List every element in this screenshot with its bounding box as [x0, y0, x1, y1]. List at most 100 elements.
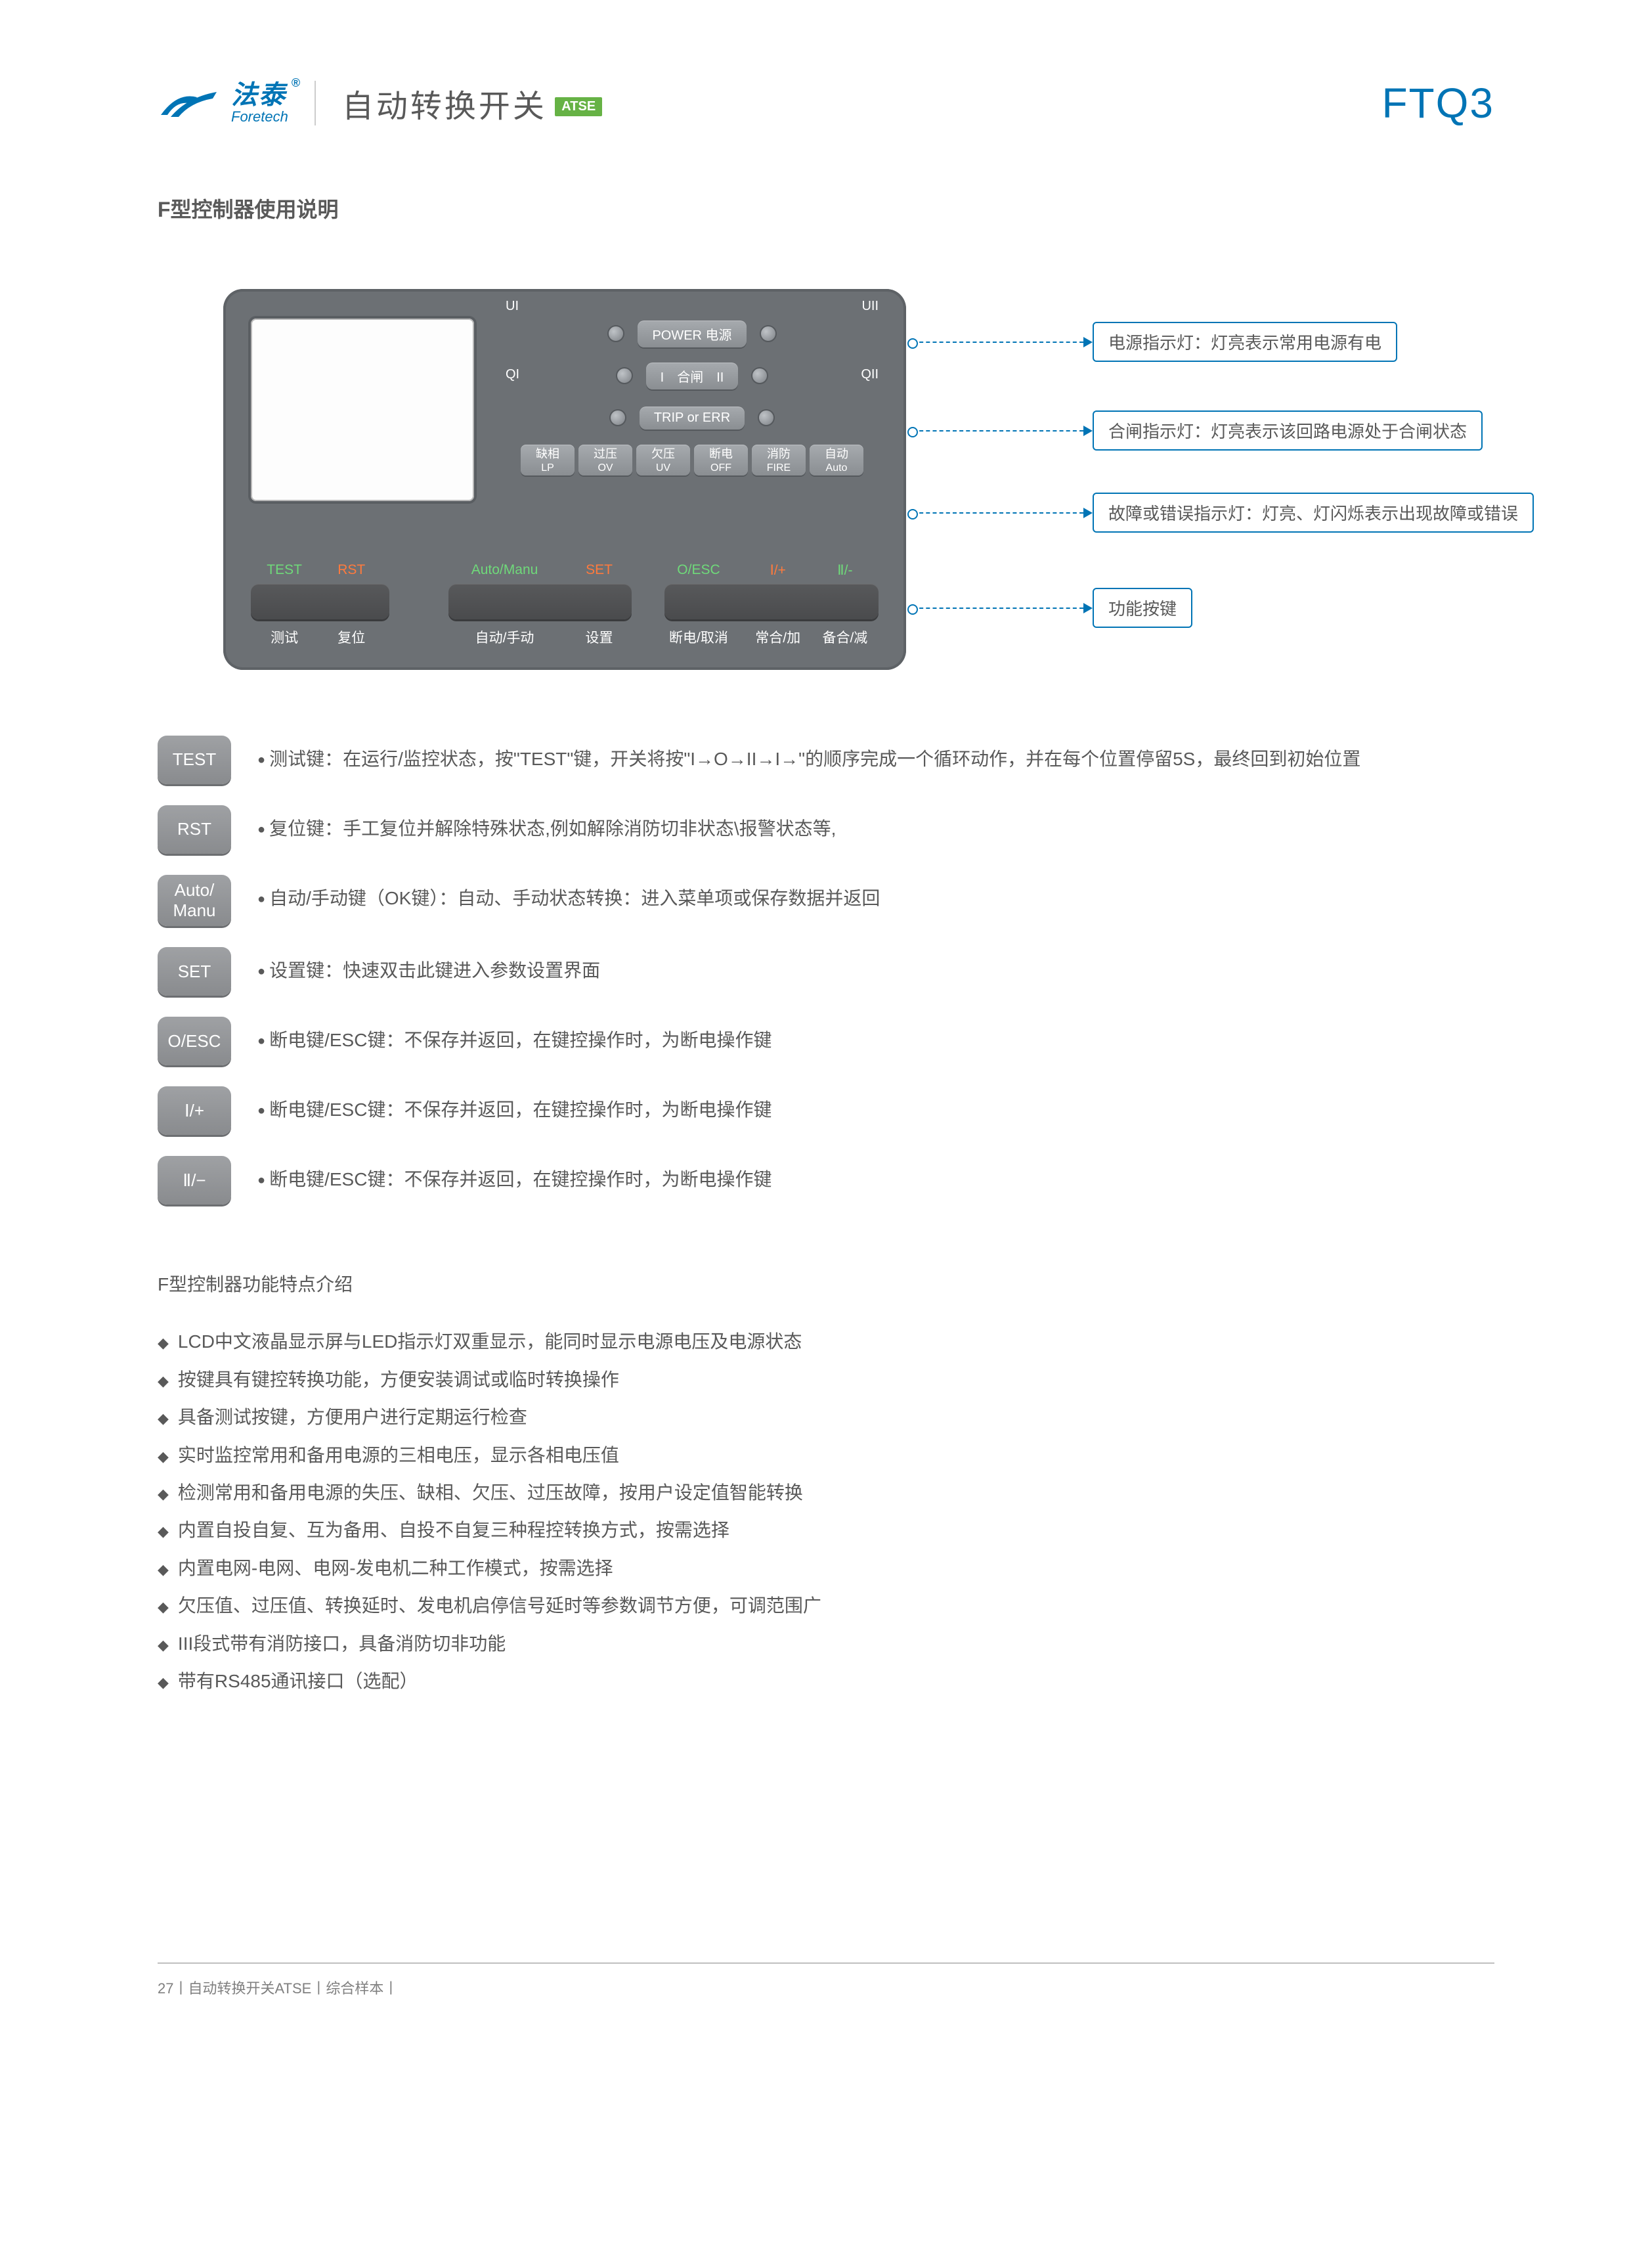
label-u1: UI	[506, 299, 519, 314]
header-left: 法泰® Foretech 自动转换开关 ATSE	[158, 80, 602, 126]
key-chip: Auto/Manu	[158, 875, 231, 926]
fn-label-bottom: 设置	[572, 627, 627, 647]
key-description: 设置键：快速双击此键进入参数设置界面	[257, 947, 600, 986]
feature-item: 带有RS485通讯接口（选配）	[158, 1662, 1494, 1700]
key-item: Auto/Manu 自动/手动键（OK键）：自动、手动状态转换：进入菜单项或保存数…	[158, 875, 1494, 926]
fn-label-bottom: 复位	[318, 627, 385, 647]
page-footer: 27丨自动转换开关ATSE丨综合样本丨	[158, 1962, 1494, 1998]
small-indicator: 消防FIRE	[752, 445, 806, 476]
controller-panel: UI UII POWER 电源 QI QII I 合闸 II TRIP or E…	[223, 289, 906, 670]
feature-item: 检测常用和备用电源的失压、缺相、欠压、过压故障，按用户设定值智能转换	[158, 1474, 1494, 1511]
label-u2: UII	[861, 299, 879, 314]
page-number: 27	[158, 1980, 173, 1997]
key-description: 复位键：手工复位并解除特殊状态,例如解除消防切非状态\报警状态等,	[257, 805, 836, 845]
key-description: 自动/手动键（OK键）：自动、手动状态转换：进入菜单项或保存数据并返回	[257, 875, 880, 914]
key-chip: Ⅰ/+	[158, 1086, 231, 1135]
led-icon	[609, 409, 626, 426]
fn-label-top: SET	[572, 562, 627, 579]
small-indicator: 过压OV	[578, 445, 632, 476]
indicator-zone: UI UII POWER 电源 QI QII I 合闸 II TRIP or E…	[506, 319, 879, 476]
key-chip: Ⅱ/−	[158, 1156, 231, 1205]
small-indicator-row: 缺相LP过压OV欠压UV断电OFF消防FIRE自动Auto	[506, 445, 879, 476]
indicator-row-close: QI QII I 合闸 II	[506, 361, 879, 391]
callout-line	[913, 608, 1083, 609]
logo-en-text: Foretech	[231, 110, 288, 124]
indicator-row-power: UI UII POWER 电源	[506, 319, 879, 349]
key-item: SET 设置键：快速双击此键进入参数设置界面	[158, 947, 1494, 996]
callout-text: 电源指示灯：灯亮表示常用电源有电	[1093, 322, 1397, 362]
callout-line	[913, 342, 1083, 343]
led-icon	[760, 325, 777, 342]
panel-area: UI UII POWER 电源 QI QII I 合闸 II TRIP or E…	[223, 289, 1494, 670]
fn-label-bottom: 自动/手动	[437, 627, 571, 647]
feature-item: 欠压值、过压值、转换延时、发电机启停信号延时等参数调节方便，可调范围广	[158, 1587, 1494, 1624]
callout-text: 故障或错误指示灯：灯亮、灯闪烁表示出现故障或错误	[1093, 493, 1534, 533]
feature-item: 内置自投自复、互为备用、自投不自复三种程控转换方式，按需选择	[158, 1511, 1494, 1549]
key-item: Ⅱ/−断电键/ESC键：不保存并返回，在键控操作时，为断电操作键	[158, 1156, 1494, 1205]
function-button[interactable]	[448, 584, 631, 619]
key-chip: TEST	[158, 736, 231, 784]
led-icon	[607, 325, 624, 342]
logo-mark-icon	[158, 85, 223, 122]
header-title-group: 自动转换开关 ATSE	[342, 80, 602, 126]
callout: 故障或错误指示灯：灯亮、灯闪烁表示出现故障或错误	[913, 493, 1534, 533]
key-item: Ⅰ/+ 断电键/ESC键：不保存并返回，在键控操作时，为断电操作键	[158, 1086, 1494, 1135]
lcd-screen	[251, 319, 474, 501]
key-chip: O/ESC	[158, 1017, 231, 1065]
callout-text: 功能按键	[1093, 588, 1192, 628]
feature-item: LCD中文液晶显示屏与LED指示灯双重显示，能同时显示电源电压及电源状态	[158, 1323, 1494, 1360]
key-description-list: TEST 测试键：在运行/监控状态，按"TEST"键，开关将按"I→O→II→I→…	[158, 736, 1494, 1205]
trip-indicator: TRIP or ERR	[640, 407, 745, 430]
feature-item: 实时监控常用和备用电源的三相电压，显示各相电压值	[158, 1436, 1494, 1474]
fn-label-bottom: 备合/减	[812, 627, 879, 647]
fn-label-top: TEST	[251, 562, 318, 579]
section-title: F型控制器使用说明	[158, 193, 1494, 223]
footer-text: 自动转换开关ATSE丨综合样本丨	[188, 1980, 399, 1997]
key-item: O/ESC 断电键/ESC键：不保存并返回，在键控操作时，为断电操作键	[158, 1017, 1494, 1065]
callout-line	[913, 512, 1083, 514]
key-description: 断电键/ESC键：不保存并返回，在键控操作时，为断电操作键	[257, 1017, 772, 1056]
small-indicator: 欠压UV	[636, 445, 690, 476]
arrow-right-icon	[1083, 603, 1093, 613]
fn-label-top: O/ESC	[653, 562, 744, 579]
function-button-zone: TESTRSTAuto/ManuSETO/ESCⅠ/+Ⅱ/- 测试复位自动/手动…	[251, 562, 879, 647]
key-description: 断电键/ESC键：不保存并返回，在键控操作时，为断电操作键	[257, 1086, 772, 1126]
callout: 合闸指示灯：灯亮表示该回路电源处于合闸状态	[913, 410, 1483, 451]
indicator-row-trip: TRIP or ERR	[506, 403, 879, 433]
fn-labels-top: TESTRSTAuto/ManuSETO/ESCⅠ/+Ⅱ/-	[251, 562, 879, 579]
fn-labels-bottom: 测试复位自动/手动设置断电/取消常合/加备合/减	[251, 627, 879, 647]
led-icon	[758, 409, 775, 426]
fn-label-bottom: 常合/加	[745, 627, 812, 647]
fn-label-top: Ⅰ/+	[745, 562, 812, 579]
callout-text: 合闸指示灯：灯亮表示该回路电源处于合闸状态	[1093, 410, 1483, 451]
model-code: FTQ3	[1381, 79, 1494, 127]
small-indicator: 自动Auto	[810, 445, 863, 476]
logo-cn-text: 法泰®	[231, 82, 288, 108]
fn-label-top: RST	[318, 562, 385, 579]
led-icon	[616, 367, 633, 384]
feature-item: 具备测试按键，方便用户进行定期运行检查	[158, 1398, 1494, 1436]
feature-list: LCD中文液晶显示屏与LED指示灯双重显示，能同时显示电源电压及电源状态按键具有…	[158, 1323, 1494, 1700]
callout-line	[913, 430, 1083, 432]
function-button[interactable]	[664, 584, 879, 619]
arrow-right-icon	[1083, 426, 1093, 436]
key-chip: SET	[158, 947, 231, 996]
feature-item: 内置电网-电网、电网-发电机二种工作模式，按需选择	[158, 1549, 1494, 1587]
feature-item: III段式带有消防接口，具备消防切非功能	[158, 1625, 1494, 1662]
fn-label-bottom: 测试	[251, 627, 318, 647]
arrow-right-icon	[1083, 508, 1093, 518]
callout: 功能按键	[913, 588, 1192, 628]
key-item: RST 复位键：手工复位并解除特殊状态,例如解除消防切非状态\报警状态等,	[158, 805, 1494, 854]
registered-icon: ®	[292, 77, 301, 89]
key-description: 测试键：在运行/监控状态，按"TEST"键，开关将按"I→O→II→I→"的顺序…	[257, 736, 1360, 775]
feature-title: F型控制器功能特点介绍	[158, 1270, 1494, 1296]
header-divider	[315, 81, 316, 125]
fn-label-top: Ⅱ/-	[812, 562, 879, 579]
atse-badge: ATSE	[555, 97, 602, 116]
function-button[interactable]	[251, 584, 389, 619]
key-chip: RST	[158, 805, 231, 854]
header-title: 自动转换开关	[342, 89, 547, 124]
key-item: TEST 测试键：在运行/监控状态，按"TEST"键，开关将按"I→O→II→I→…	[158, 736, 1494, 784]
label-q1: QI	[506, 367, 519, 382]
label-q2: QII	[861, 367, 879, 382]
